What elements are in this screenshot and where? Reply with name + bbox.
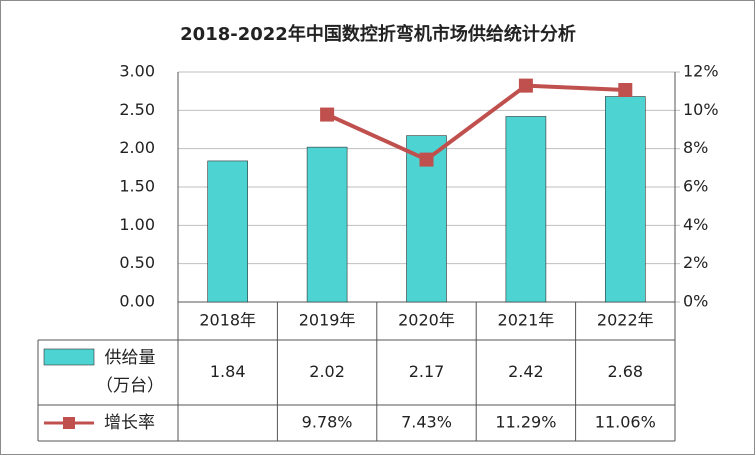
table-value: 2.17 [409,362,445,381]
table-value: 7.43% [401,413,452,432]
legend-label: 增长率 [104,413,155,433]
legend-label: 供给量（万台） [96,348,164,396]
y-tick-label: 0.50 [119,253,155,272]
y-tick-label: 1.00 [119,215,155,234]
growth-marker [618,83,633,98]
y-tick-label: 2.00 [119,138,155,157]
y2-tick-label: 8% [683,138,708,157]
bar [207,160,248,303]
y-tick-label: 3.00 [119,62,155,81]
table-value: 2.02 [309,362,345,381]
y2-tick-label: 4% [683,215,708,234]
table-value: 2.42 [508,362,544,381]
x-tick-label: 2018年 [199,311,256,330]
bar [505,116,547,303]
table-value: 9.78% [302,413,353,432]
y2-tick-label: 2% [683,253,708,272]
y2-tick-label: 0% [683,292,708,311]
y-tick-label: 1.50 [119,177,155,196]
table-value: 2.68 [607,362,643,381]
y2-tick-label: 12% [683,62,719,81]
table-value: 1.84 [210,362,246,381]
x-tick-label: 2019年 [299,311,356,330]
growth-marker [518,78,533,93]
bar [604,96,646,303]
x-tick-label: 2021年 [498,311,555,330]
legend-swatch [43,348,95,366]
y-tick-label: 0.00 [119,292,155,311]
y-tick-label: 2.50 [119,100,155,119]
y2-tick-label: 10% [683,100,719,119]
y2-tick-label: 6% [683,177,708,196]
bar [306,146,348,303]
growth-line [326,83,626,162]
table-value: 11.06% [595,413,656,432]
table-value: 11.29% [495,413,556,432]
x-tick-label: 2022年 [597,311,654,330]
x-tick-label: 2020年 [398,311,455,330]
growth-marker [320,107,335,122]
chart-title: 2018-2022年中国数控折弯机市场供给统计分析 [180,23,576,45]
growth-marker [419,152,434,167]
legend-marker [63,417,75,429]
